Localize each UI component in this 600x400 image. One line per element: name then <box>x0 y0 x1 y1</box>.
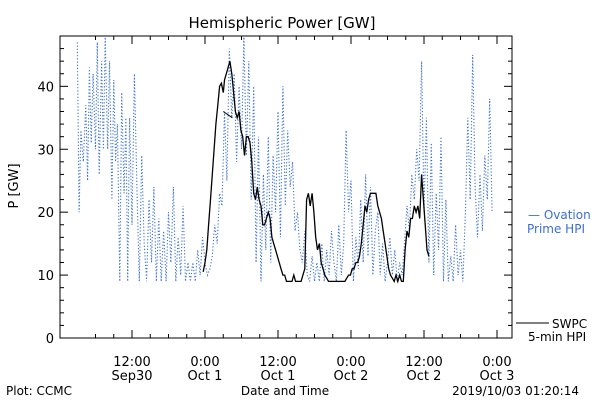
y-tick-label: 40 <box>37 80 54 95</box>
x-tick-label: 0:00 <box>190 355 219 370</box>
y-axis-ticks: 0 10 20 30 40 <box>37 48 512 347</box>
x-tick-label: 12:00 <box>259 355 296 370</box>
legend-ovation-line2: Prime HPI <box>527 222 585 236</box>
x-tick-label: 0:00 <box>482 355 511 370</box>
legend-swpc-line2: 5-min HPI <box>528 330 586 344</box>
x-tick-label: Sep30 <box>111 369 152 384</box>
chart-title: Hemispheric Power [GW] <box>189 14 376 32</box>
legend-ovation-line1: — Ovation <box>528 208 591 222</box>
legend: — Ovation Prime HPI SWPC 5-min HPI <box>516 208 591 344</box>
footer-left: Plot: CCMC <box>6 384 72 398</box>
swpc-hpi-series <box>202 61 430 284</box>
footer-center: Date and Time <box>241 384 329 398</box>
x-tick-label: Oct 1 <box>261 369 296 384</box>
x-tick-label: 12:00 <box>113 355 150 370</box>
x-tick-label: Oct 3 <box>480 369 515 384</box>
y-tick-label: 30 <box>37 143 54 158</box>
swpc-hpi-segment <box>222 111 233 119</box>
ovation-prime-series <box>76 36 493 282</box>
plot-frame <box>59 35 513 339</box>
footer-right: 2019/10/03 01:20:14 <box>452 384 579 398</box>
legend-swpc-line1: SWPC <box>552 317 587 331</box>
y-tick-label: 0 <box>46 332 54 347</box>
x-tick-label: 12:00 <box>405 355 442 370</box>
swpc-hpi-line <box>202 61 430 284</box>
x-tick-label: Oct 1 <box>188 369 223 384</box>
x-tick-label: 0:00 <box>336 355 365 370</box>
x-tick-label: Oct 2 <box>407 369 442 384</box>
x-tick-label: Oct 2 <box>334 369 369 384</box>
ovation-prime-line <box>76 36 493 282</box>
y-tick-label: 10 <box>37 269 54 284</box>
y-tick-label: 20 <box>37 206 54 221</box>
y-axis-label: P [GW] <box>7 163 22 208</box>
